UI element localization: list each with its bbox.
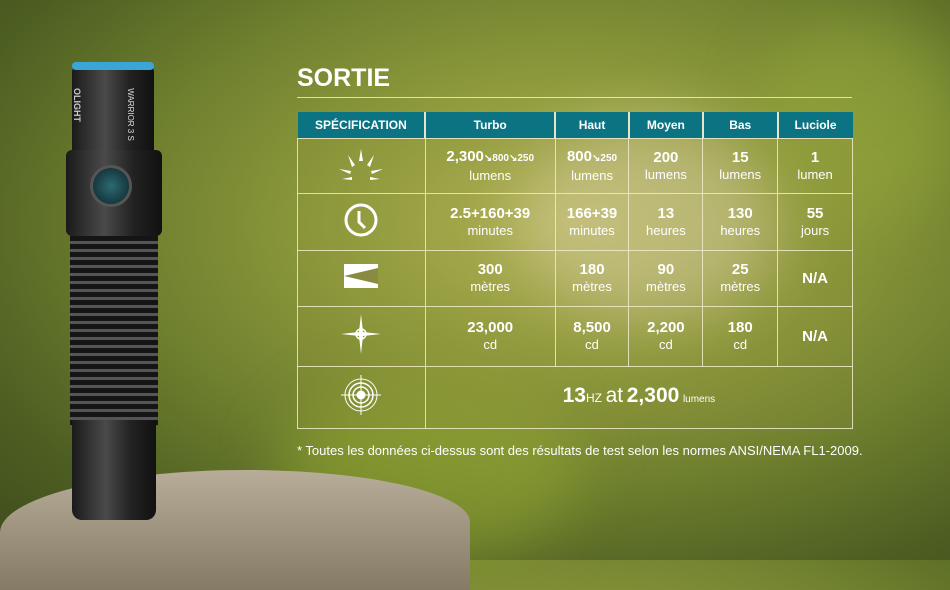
table-cell: 180 mètres [554, 249, 630, 307]
table-cell: 25 mètres [702, 249, 779, 307]
beam-distance-icon [343, 264, 379, 292]
sun-brightness-icon [336, 148, 386, 184]
model-text: WARRIOR 3 S [125, 88, 135, 141]
cell-unit: lumens [469, 167, 512, 183]
cell-value: N/A [802, 269, 828, 287]
table-cell: 180 cd [702, 305, 779, 367]
cell-unit: lumen [797, 166, 833, 182]
table-cell: 55 jours [777, 192, 853, 251]
cell-value: 90 [657, 261, 675, 278]
strobe-lumens: 2,300 [626, 383, 680, 407]
table-cell: 8,500 cd [554, 305, 630, 367]
cell-unit: lumens [719, 166, 762, 182]
column-header: Moyen [627, 112, 703, 138]
table-cell: 300 mètres [424, 249, 556, 307]
cell-unit: minutes [569, 222, 615, 238]
cell-value: 2,200 [647, 319, 685, 336]
cell-unit: heures [646, 222, 686, 238]
cell-value: 55 [806, 204, 824, 222]
footnote: * Toutes les données ci-dessus sont des … [297, 443, 863, 458]
cell-unit: cd [733, 337, 748, 352]
table-cell: 15 lumens [702, 137, 779, 194]
cell-unit: cd [585, 337, 599, 352]
intensity-star-icon [339, 314, 383, 359]
strobe-cell: 13HZ at 2,300 lumens [424, 365, 854, 429]
strobe-at: at [605, 383, 624, 407]
cell-unit: jours [800, 222, 830, 238]
cell-step-down: ↘800↘250 [483, 152, 535, 164]
cell-value: 800 [566, 147, 592, 165]
cell-unit: cd [659, 337, 673, 352]
cell-value: 1 [810, 148, 820, 166]
table-cell: 23,000 cd [424, 305, 556, 367]
cell-value: 13 [657, 204, 675, 222]
cell-unit: lumens [571, 167, 613, 183]
table-cell: 130 heures [702, 192, 779, 251]
cell-value: 2,300 [446, 147, 484, 165]
cell-unit: heures [720, 222, 761, 238]
cell-value: 300 [477, 261, 503, 278]
table-cell: 2.5+160+39 minutes [424, 192, 556, 251]
title-divider [297, 97, 852, 98]
cell-value: 180 [579, 261, 605, 278]
column-header: SPÉCIFICATION [297, 112, 426, 138]
cell-unit: mètres [646, 279, 686, 294]
cell-unit: cd [483, 337, 498, 352]
column-header: Bas [701, 112, 778, 138]
table-cell: 200 lumens [628, 137, 704, 194]
cell-unit: mètres [470, 279, 511, 294]
brand-text: OLIGHT [72, 88, 82, 122]
cell-value: 23,000 [467, 319, 514, 336]
cell-value: 25 [731, 261, 749, 278]
cell-step-down: ↘250 [592, 152, 618, 164]
column-header: Turbo [424, 112, 556, 138]
table-cell: 2,200 cd [628, 305, 704, 367]
rock [0, 470, 470, 590]
table-row: 23,000 cd 8,500 cd 2,200 cd 180 cd N/A [297, 305, 853, 367]
table-cell: 1 lumen [777, 137, 853, 194]
table-cell: 13 heures [628, 192, 704, 251]
cell-unit: mètres [720, 279, 761, 294]
section-title: SORTIE [297, 64, 391, 92]
clock-icon [343, 203, 379, 241]
column-header: Haut [554, 112, 629, 138]
table-row: 300 mètres 180 mètres 90 mètres 25 mètres N/A [297, 249, 853, 307]
strobe-row: 13HZ at 2,300 lumens [297, 365, 854, 429]
strobe-unit: HZ [585, 390, 602, 405]
table-cell: 166+39 minutes [554, 192, 630, 251]
cell-value: 2.5+160+39 [450, 204, 531, 222]
cell-value: 130 [727, 204, 753, 222]
table-row: 2,300↘800↘250 lumens 800↘250 lumens 200 lumen… [297, 137, 853, 194]
strobe-frequency: 13 [562, 383, 586, 407]
cell-value: 15 [731, 148, 749, 166]
cell-unit: mètres [572, 279, 612, 294]
table-cell: N/A [777, 249, 853, 307]
strobe-lumens-unit: lumens [682, 393, 716, 405]
table-cell: N/A [777, 305, 853, 367]
cell-value: N/A [802, 327, 828, 345]
table-row: 2.5+160+39 minutes 166+39 minutes 13 heures 13… [297, 192, 853, 251]
column-header: Luciole [776, 112, 853, 138]
strobe-target-icon [339, 375, 383, 420]
cell-value: 180 [727, 319, 753, 336]
cell-unit: minutes [467, 222, 513, 238]
table-cell: 90 mètres [628, 249, 704, 307]
cell-value: 166+39 [566, 204, 618, 222]
table-cell: 2,300↘800↘250 lumens [424, 137, 556, 194]
cell-value: 200 [653, 148, 679, 166]
spec-table: SPÉCIFICATION Turbo Haut Moyen Bas Luciole 2,… [297, 112, 854, 429]
cell-unit: lumens [644, 166, 687, 182]
cell-value: 8,500 [573, 319, 611, 336]
table-cell: 800↘250 lumens [554, 137, 630, 194]
